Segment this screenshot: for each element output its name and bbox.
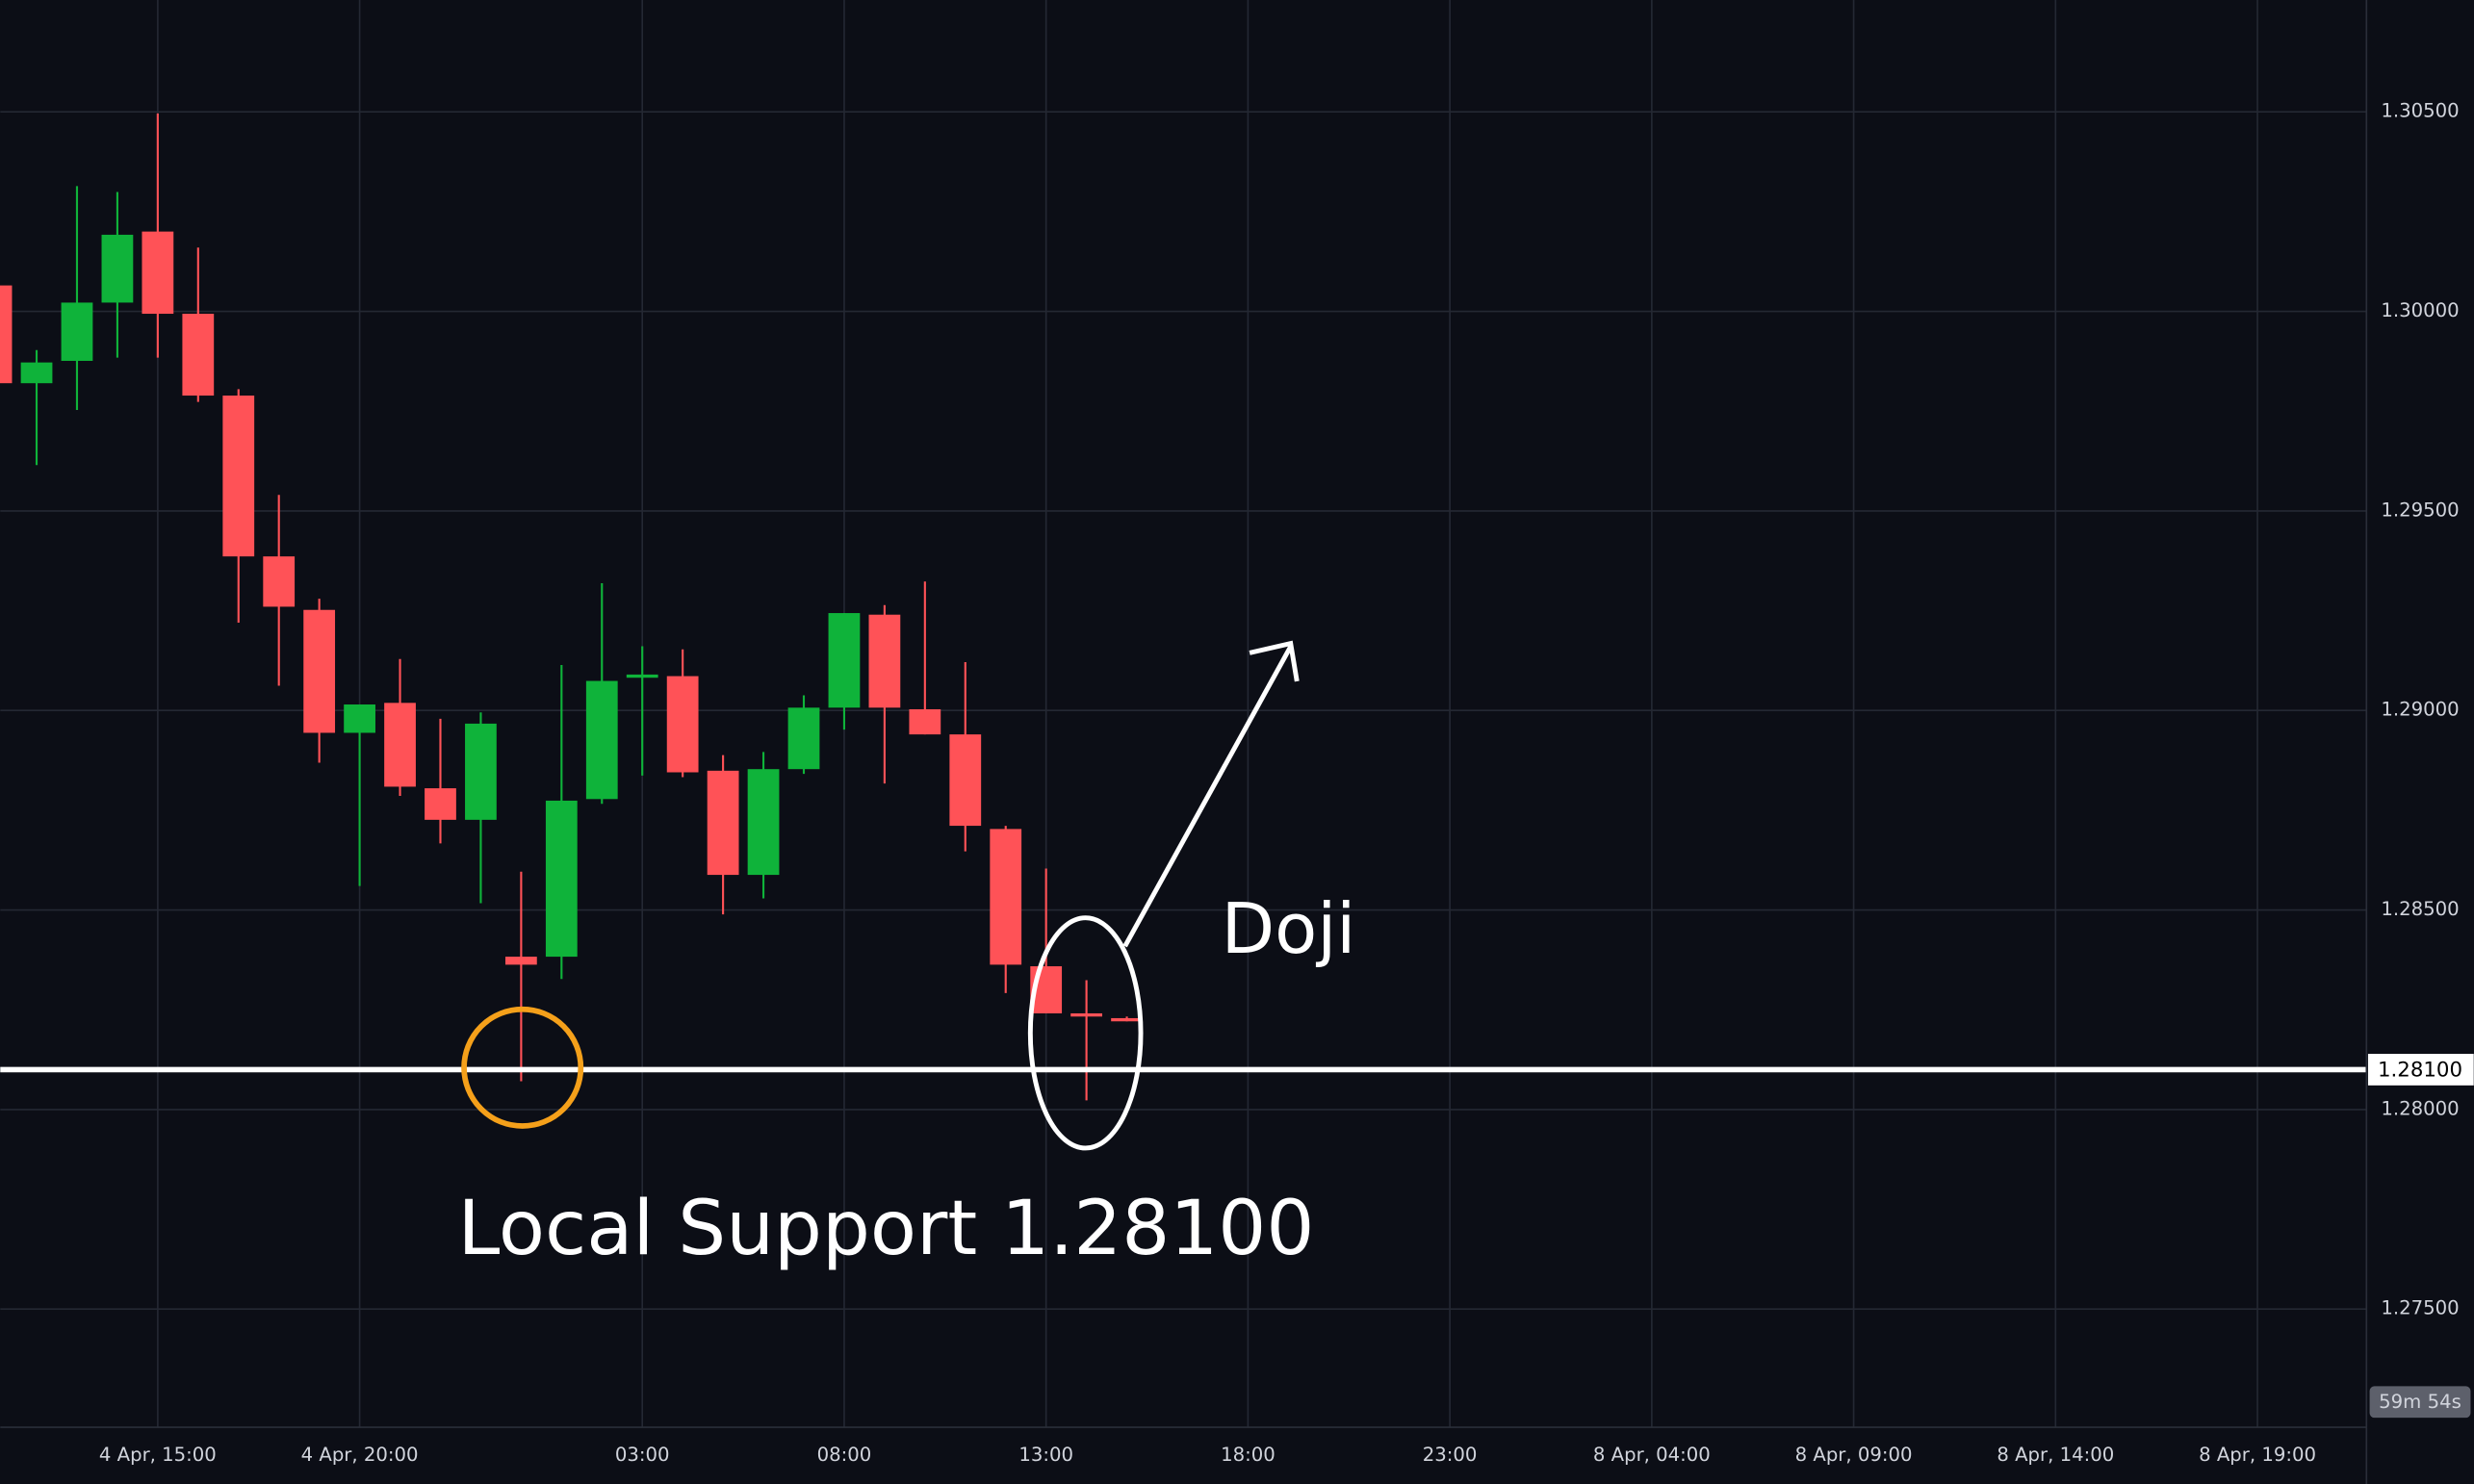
candle-body <box>425 788 456 820</box>
y-tick-label: 1.29500 <box>2381 499 2459 521</box>
candle-body <box>384 703 416 787</box>
y-tick-label: 1.30500 <box>2381 100 2459 122</box>
y-tick-label: 1.28500 <box>2381 898 2459 920</box>
y-tick-label: 1.29000 <box>2381 699 2459 721</box>
candle-body <box>747 769 780 876</box>
support-label: Local Support 1.28100 <box>457 1184 1314 1272</box>
x-tick-label: 18:00 <box>1221 1444 1276 1466</box>
x-tick-label: 08:00 <box>817 1444 872 1466</box>
countdown-box <box>2369 1386 2471 1419</box>
support-price-box <box>2367 1054 2474 1086</box>
candle-body <box>666 676 699 773</box>
x-tick-label: 13:00 <box>1018 1444 1073 1466</box>
price-axis-panel <box>2366 0 2474 1484</box>
candle-body <box>585 680 618 800</box>
y-tick-label: 1.30000 <box>2381 299 2459 321</box>
candle-body <box>828 613 861 708</box>
time-axis-panel <box>0 1427 2474 1484</box>
candle-body <box>545 800 578 958</box>
x-tick-label: 23:00 <box>1423 1444 1478 1466</box>
candle-body <box>787 707 820 770</box>
candle-body <box>1070 1012 1103 1017</box>
x-tick-label: 8 Apr, 09:00 <box>1795 1444 1913 1466</box>
countdown: 59m 54s <box>2379 1391 2461 1413</box>
candle-body <box>101 234 134 303</box>
support-touch-circle <box>461 1006 584 1129</box>
candle-body <box>0 285 13 384</box>
candle-body <box>61 302 93 361</box>
candle-body <box>707 770 739 876</box>
support-price-label: 1.28100 <box>2378 1058 2462 1082</box>
doji-ellipse <box>1027 915 1144 1151</box>
arrow-head <box>1249 640 1300 682</box>
candle-body <box>20 362 53 384</box>
x-tick-label: 8 Apr, 19:00 <box>2199 1444 2316 1466</box>
labels: 59m 54s 1.27500 1.28000 1.28500 1.29000 1.29… <box>99 100 2474 1466</box>
candle-body <box>263 556 296 607</box>
candle-body <box>990 829 1022 965</box>
x-tick-label: 4 Apr, 15:00 <box>99 1444 217 1466</box>
candles <box>0 113 2367 1101</box>
doji-label: Doji <box>1222 889 1356 970</box>
candle-body <box>344 704 375 733</box>
y-tick-label: 1.28000 <box>2381 1097 2459 1119</box>
overlay: Doji Local Support 1.28100 <box>457 640 1356 1272</box>
x-tick-label: 03:00 <box>615 1444 670 1466</box>
x-tick-label: 4 Apr, 20:00 <box>301 1444 419 1466</box>
x-tick-label: 8 Apr, 14:00 <box>1997 1444 2114 1466</box>
candle-body <box>465 723 497 820</box>
candle-body <box>626 674 658 678</box>
candle-body <box>949 734 982 827</box>
candle-body <box>303 609 336 733</box>
candle-body <box>909 708 941 735</box>
x-tick-label: 8 Apr, 04:00 <box>1593 1444 1711 1466</box>
arrow-shaft <box>1122 645 1293 948</box>
candle-body <box>868 614 901 708</box>
candle-body <box>1111 1017 1143 1022</box>
candle-body <box>182 314 215 397</box>
candle-body <box>222 396 255 557</box>
candle-body <box>142 231 174 315</box>
y-tick-label: 1.27500 <box>2381 1297 2459 1319</box>
candle-body <box>504 957 537 965</box>
